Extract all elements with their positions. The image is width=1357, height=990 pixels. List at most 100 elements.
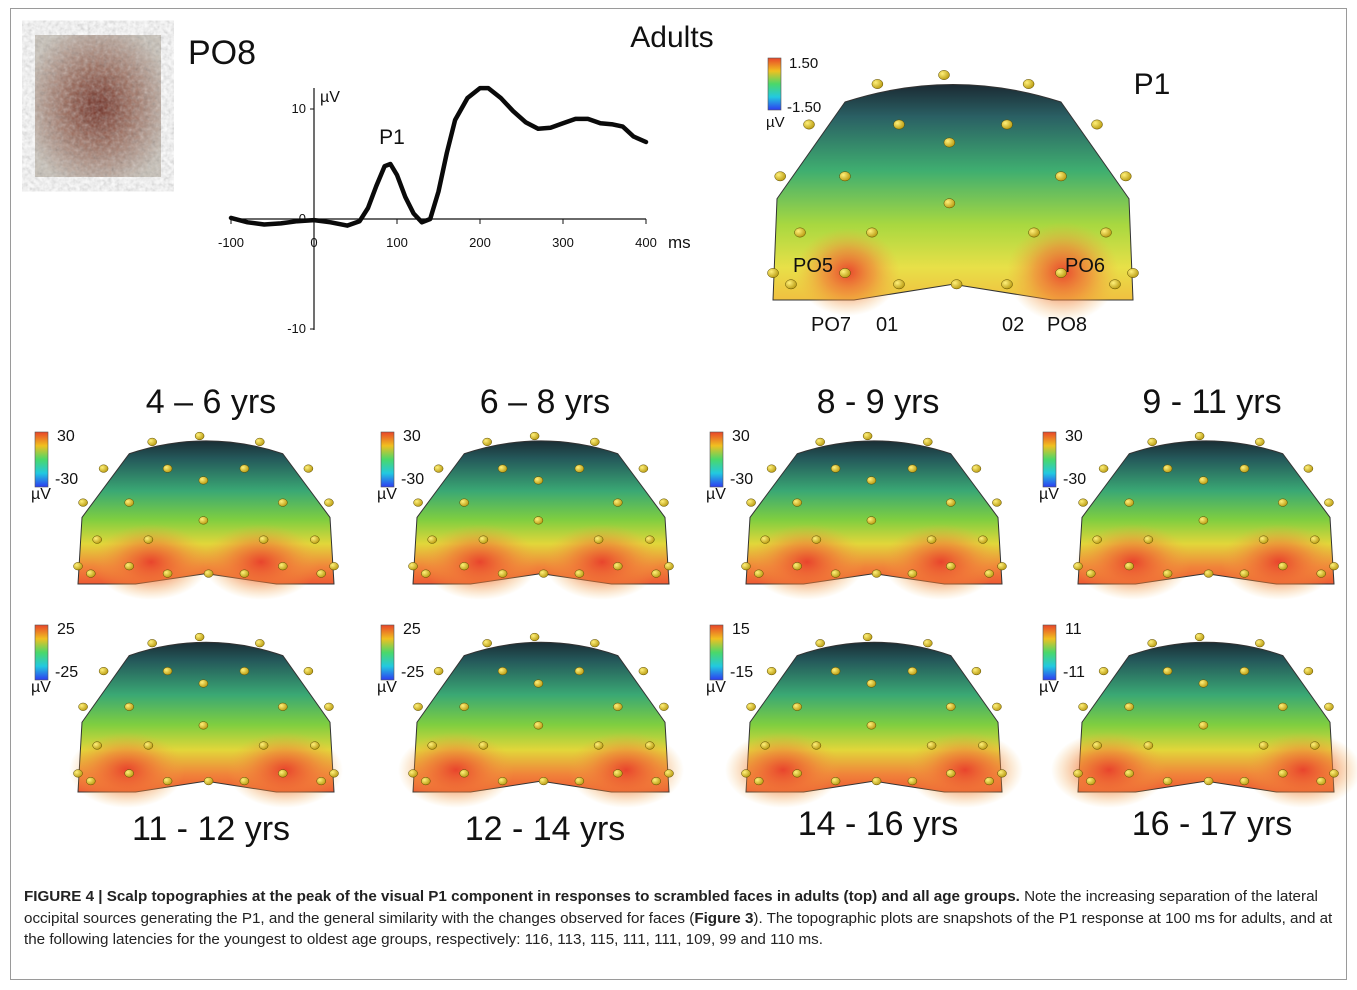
- electrode-marker: [664, 562, 674, 571]
- electrode-marker: [329, 562, 339, 571]
- colorbar-unit-label: µV: [377, 679, 397, 696]
- y-tick-label: -10: [287, 321, 306, 336]
- electrode-marker: [1092, 741, 1102, 750]
- colorbar-unit-label: µV: [1039, 679, 1059, 696]
- adults-title: Adults: [630, 21, 713, 54]
- colorbar-min-label: -30: [730, 471, 753, 488]
- colorbar-unit-label: µV: [377, 486, 397, 503]
- colorbar: [34, 624, 49, 681]
- adult-map-label: P1: [1134, 68, 1171, 101]
- electrode-marker: [1162, 777, 1173, 786]
- colorbar-unit-label: µV: [706, 486, 726, 503]
- electrode-marker: [638, 464, 649, 473]
- electrode-marker: [830, 667, 841, 676]
- left-hotspot: [398, 732, 514, 808]
- electrode-marker: [194, 632, 205, 642]
- electrode-marker: [638, 667, 649, 676]
- electrode-marker: [1324, 498, 1334, 507]
- electrode-marker: [785, 279, 797, 290]
- colorbar-min-label: -30: [401, 471, 424, 488]
- electrode-marker: [613, 769, 623, 778]
- electrode-marker: [1329, 769, 1339, 778]
- colorbar: [1042, 624, 1057, 681]
- electrode-marker: [203, 569, 214, 578]
- left-hotspot: [1075, 524, 1191, 600]
- electrode-marker: [1255, 437, 1265, 446]
- electrode-marker: [239, 569, 250, 578]
- electrode-marker: [1124, 498, 1134, 507]
- electrode-marker: [1203, 569, 1214, 578]
- electrode-marker: [997, 769, 1007, 778]
- electrode-marker: [198, 476, 209, 485]
- colorbar-min-label: -15: [730, 664, 753, 681]
- electrode-marker: [1124, 702, 1134, 711]
- electrode-marker: [533, 721, 544, 730]
- electrode-marker: [754, 777, 764, 786]
- p1-peak-label: P1: [379, 126, 405, 149]
- electrode-marker: [147, 639, 157, 648]
- colorbar: [380, 431, 395, 488]
- electrode-marker: [413, 498, 423, 507]
- electrode-marker: [1100, 227, 1112, 238]
- caption-text-2: ). The topographic plots are snapshots o…: [24, 909, 1333, 949]
- electrode-marker: [1109, 279, 1121, 290]
- electrode-marker: [946, 702, 956, 711]
- waveform-unit-label: µV: [320, 89, 340, 106]
- electrode-marker: [1329, 562, 1339, 571]
- adult-colorbar-max: 1.50: [789, 55, 818, 72]
- electrode-marker: [1147, 639, 1157, 648]
- electrode-label: PO8: [1047, 314, 1087, 336]
- electrode-marker: [943, 198, 956, 209]
- electrode-marker: [459, 562, 469, 571]
- age-group-label: 6 – 8 yrs: [480, 383, 610, 421]
- electrode-marker: [124, 702, 134, 711]
- electrode-label: PO5: [793, 255, 833, 277]
- electrode-marker: [78, 498, 88, 507]
- electrode-marker: [613, 562, 623, 571]
- electrode-marker: [162, 667, 173, 676]
- left-hotspot: [422, 524, 538, 600]
- left-hotspot: [1051, 732, 1167, 808]
- electrode-marker: [198, 516, 209, 525]
- electrode-marker: [1303, 667, 1314, 676]
- electrode-marker: [478, 535, 489, 544]
- electrode-marker: [433, 464, 444, 473]
- electrode-marker: [533, 476, 544, 485]
- electrode-marker: [950, 279, 963, 290]
- left-hotspot: [93, 524, 209, 600]
- electrode-marker: [529, 431, 540, 441]
- electrode-marker: [533, 679, 544, 688]
- electrode-marker: [893, 279, 905, 290]
- electrode-marker: [1324, 702, 1334, 711]
- electrode-marker: [1278, 498, 1288, 507]
- x-tick-label: 300: [552, 235, 574, 250]
- electrode-marker: [590, 639, 600, 648]
- colorbar-max-label: 30: [1065, 428, 1083, 445]
- electrode-marker: [866, 516, 877, 525]
- colorbar-min-label: -30: [1063, 471, 1086, 488]
- electrode-marker: [162, 569, 173, 578]
- electrode-marker: [815, 437, 825, 446]
- electrode-marker: [482, 639, 492, 648]
- electrode-marker: [1310, 535, 1320, 544]
- electrode-marker: [421, 777, 431, 786]
- caption-title: FIGURE 4 | Scalp topographies at the pea…: [24, 888, 1020, 905]
- electrode-marker: [1239, 667, 1250, 676]
- x-tick-label: 0: [310, 235, 317, 250]
- electrode-marker: [574, 569, 585, 578]
- right-hotspot: [203, 524, 319, 600]
- colorbar: [380, 624, 395, 681]
- colorbar-max-label: 30: [403, 428, 421, 445]
- electrode-label: PO8: [188, 34, 256, 72]
- age-group-label: 12 - 14 yrs: [465, 810, 626, 848]
- electrode-marker: [741, 562, 751, 571]
- electrode-marker: [1055, 268, 1067, 278]
- adult-colorbar-unit: µV: [766, 114, 785, 131]
- colorbar: [709, 431, 724, 488]
- electrode-marker: [497, 777, 508, 786]
